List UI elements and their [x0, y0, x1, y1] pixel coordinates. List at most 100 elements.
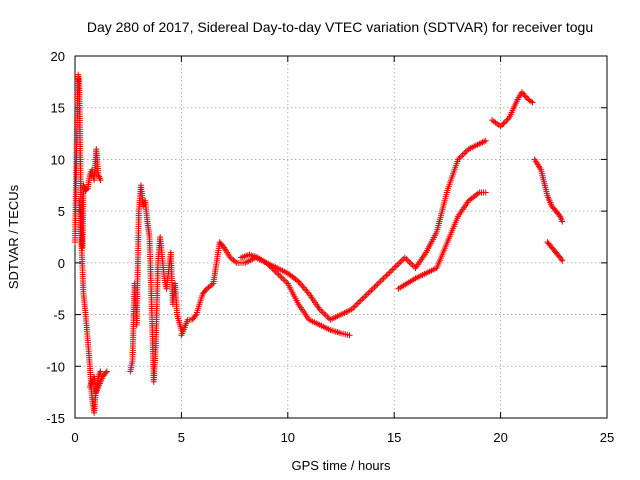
- x-tick-label: 10: [281, 430, 295, 445]
- data-point: [296, 280, 303, 287]
- x-tick-label: 15: [387, 430, 401, 445]
- data-point: [559, 257, 566, 264]
- data-point: [368, 287, 375, 294]
- series-marks: [395, 189, 489, 292]
- data-point: [319, 309, 326, 316]
- data-point: [391, 265, 398, 272]
- data-point: [353, 301, 360, 308]
- data-point: [382, 273, 389, 280]
- data-point: [521, 92, 528, 99]
- y-tick-label: 5: [58, 204, 65, 219]
- data-point: [374, 281, 381, 288]
- data-point: [357, 297, 364, 304]
- series-marks: [178, 239, 353, 339]
- data-point: [380, 275, 387, 282]
- data-point: [300, 284, 307, 291]
- x-tick-label: 25: [600, 430, 614, 445]
- data-point: [371, 284, 378, 291]
- data-point: [503, 117, 510, 124]
- data-point: [386, 269, 393, 276]
- series-marks: [544, 239, 566, 264]
- data-point: [497, 123, 504, 130]
- data-point: [366, 288, 373, 295]
- data-point: [458, 153, 465, 160]
- data-point: [281, 277, 288, 284]
- series-marks: [237, 137, 489, 323]
- data-point: [356, 299, 363, 306]
- data-point: [360, 294, 367, 301]
- data-point: [395, 260, 402, 267]
- y-tick-label: 15: [51, 101, 65, 116]
- data-point: [302, 286, 309, 293]
- axis-ticks: 0 5 10 15 20 25 -15 -10 -5 0 5 10 15 20: [46, 49, 614, 445]
- data-point: [318, 307, 325, 314]
- data-point: [385, 270, 392, 277]
- series-marks: [72, 71, 104, 251]
- data-point: [202, 287, 209, 294]
- data-point: [462, 149, 469, 156]
- data-point: [369, 285, 376, 292]
- data-point: [401, 254, 408, 261]
- data-point: [97, 368, 104, 375]
- data-point: [482, 137, 489, 144]
- data-points: [72, 71, 566, 416]
- data-point: [299, 283, 306, 290]
- data-point: [303, 287, 310, 294]
- data-point: [379, 276, 386, 283]
- data-point: [529, 99, 536, 106]
- data-point: [372, 282, 379, 289]
- data-point: [504, 116, 511, 123]
- data-point: [97, 177, 104, 184]
- data-point: [520, 90, 527, 97]
- data-point: [518, 89, 525, 96]
- data-point: [500, 120, 507, 127]
- y-tick-label: -15: [46, 411, 65, 426]
- data-point: [383, 272, 390, 279]
- x-tick-label: 20: [493, 430, 507, 445]
- data-point: [280, 276, 287, 283]
- series-marks: [127, 182, 185, 385]
- data-point: [83, 186, 90, 193]
- data-point: [556, 212, 563, 219]
- data-point: [501, 119, 508, 126]
- data-point: [377, 278, 384, 285]
- data-point: [522, 93, 529, 100]
- x-axis-label: GPS time / hours: [292, 458, 391, 473]
- data-point: [346, 332, 353, 339]
- data-point: [499, 121, 506, 128]
- data-point: [102, 369, 109, 376]
- data-point: [362, 293, 369, 300]
- data-point: [397, 259, 404, 266]
- data-point: [277, 273, 284, 280]
- series-marks: [86, 368, 110, 396]
- data-point: [409, 262, 416, 269]
- y-axis-label: SDTVAR / TECUs: [6, 184, 21, 289]
- data-point: [192, 312, 199, 319]
- data-point: [406, 259, 413, 266]
- data-point: [322, 312, 329, 319]
- y-tick-label: -5: [53, 308, 65, 323]
- data-point: [103, 368, 110, 375]
- chart-title: Day 280 of 2017, Sidereal Day-to-day VTE…: [87, 19, 593, 35]
- y-tick-label: 20: [51, 49, 65, 64]
- data-point: [404, 257, 411, 264]
- x-tick-label: 0: [71, 430, 78, 445]
- series-marks: [531, 156, 566, 225]
- data-point: [388, 267, 395, 274]
- y-tick-label: -10: [46, 359, 65, 374]
- data-point: [389, 266, 396, 273]
- data-point: [559, 218, 566, 225]
- data-point: [459, 151, 466, 158]
- data-point: [354, 300, 361, 307]
- data-point: [461, 150, 468, 157]
- data-point: [407, 260, 414, 267]
- series-marks: [489, 89, 536, 130]
- data-point: [482, 189, 489, 196]
- data-point: [278, 274, 285, 281]
- data-point: [298, 281, 305, 288]
- data-point: [219, 243, 226, 250]
- data-point: [376, 279, 382, 286]
- data-point: [321, 310, 328, 317]
- x-tick-label: 5: [178, 430, 185, 445]
